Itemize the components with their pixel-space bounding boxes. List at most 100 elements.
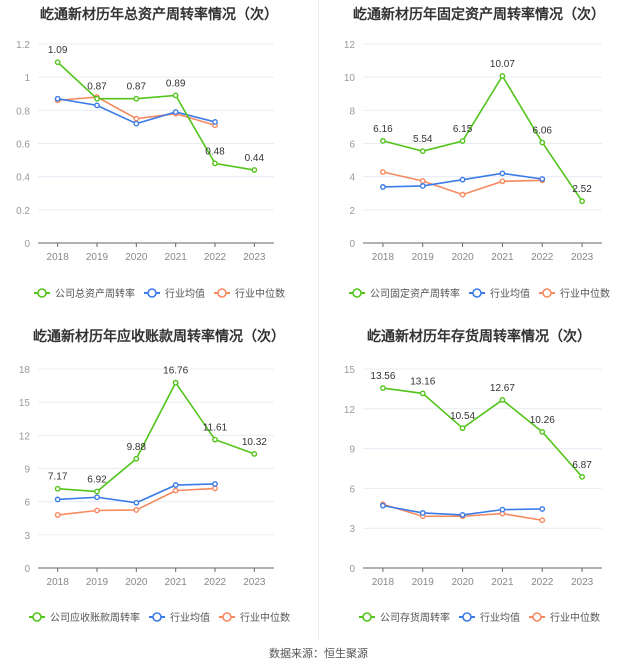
x-tick-label: 2023 (571, 252, 594, 263)
x-tick-label: 2022 (204, 252, 227, 263)
data-label: 6.15 (453, 124, 473, 135)
data-label: 6.06 (533, 126, 553, 137)
data-label: 10.07 (490, 59, 515, 70)
data-label: 0.87 (127, 82, 147, 93)
legend-marker-icon (37, 288, 47, 298)
legend-label: 行业均值 (490, 287, 530, 300)
legend-label: 行业中位数 (560, 287, 610, 300)
x-tick-label: 2020 (451, 577, 474, 588)
y-tick-label: 0 (349, 564, 355, 575)
data-label: 16.76 (163, 366, 188, 377)
chart-title: 屹通新材历年存货周转率情况（次） (367, 328, 591, 344)
series-line (382, 74, 583, 202)
legend-marker-icon (217, 288, 227, 298)
y-tick-label: 4 (349, 173, 355, 184)
x-tick-label: 2022 (531, 252, 554, 263)
x-tick-label: 2019 (86, 252, 109, 263)
data-point (419, 510, 426, 516)
data-point (380, 502, 386, 509)
chart-panel-fixed-asset-turnover: 屹通新材历年固定资产周转率情况（次） 0 2 4 6 8 10 12 2018 2019 2020… (320, 0, 637, 322)
x-tick-label: 2019 (412, 577, 435, 588)
y-tick-label: 2 (349, 206, 355, 217)
y-tick-label: 8 (349, 106, 355, 117)
data-point (133, 455, 140, 462)
x-tick-label: 2021 (491, 252, 514, 263)
data-point (54, 59, 61, 66)
x-tick-label: 2023 (571, 577, 594, 588)
data-label: 1.09 (48, 45, 68, 56)
y-tick-label: 15 (344, 365, 356, 376)
legend-item: 行业均值 (469, 287, 530, 300)
y-tick-label: 9 (349, 445, 355, 456)
y-tick-label: 0 (349, 239, 355, 250)
legend-item: 公司存货周转率 (359, 611, 450, 624)
y-tick-label: 0 (24, 239, 30, 250)
x-tick-label: 2020 (125, 252, 148, 263)
data-point (212, 481, 218, 487)
data-label: 6.92 (87, 474, 107, 485)
data-point (419, 148, 426, 155)
series-line (57, 61, 255, 171)
y-tick-label: 0.4 (16, 173, 30, 184)
data-label: 0.87 (87, 82, 107, 93)
data-point (499, 73, 506, 79)
data-point (380, 169, 386, 175)
data-point (539, 139, 546, 146)
series-line (382, 387, 583, 478)
data-label: 0.48 (205, 146, 225, 157)
series-line (57, 381, 255, 493)
legend-label: 行业均值 (165, 287, 205, 300)
x-tick-label: 2019 (86, 577, 109, 588)
legend-label: 公司总资产周转率 (55, 287, 135, 300)
data-point (54, 496, 61, 503)
legend-marker-icon (152, 612, 162, 622)
data-point (212, 160, 218, 167)
y-tick-label: 3 (24, 531, 30, 542)
data-point (539, 517, 546, 524)
data-label: 13.16 (410, 376, 435, 387)
y-tick-label: 12 (344, 40, 356, 51)
data-point (133, 120, 140, 127)
x-tick-label: 2023 (243, 577, 266, 588)
data-label: 12.67 (490, 383, 515, 394)
data-point (459, 191, 466, 198)
legend-item: 行业中位数 (539, 287, 610, 300)
y-tick-label: 6 (349, 140, 355, 151)
data-point (459, 138, 466, 144)
legend-marker-icon (362, 612, 372, 622)
data-point (380, 184, 386, 190)
data-label: 10.26 (530, 415, 555, 426)
legend-item: 公司应收账款周转率 (29, 611, 140, 624)
y-tick-label: 12 (19, 431, 31, 442)
data-point (539, 506, 546, 512)
data-point (579, 198, 585, 205)
data-point (380, 385, 386, 392)
data-point (419, 183, 426, 189)
legend-label: 公司存货周转率 (380, 611, 450, 624)
data-label: 6.16 (373, 124, 393, 135)
x-tick-label: 2020 (125, 577, 148, 588)
vertical-divider (318, 0, 319, 640)
data-point (94, 494, 100, 501)
x-tick-label: 2018 (47, 577, 70, 588)
legend-label: 公司应收账款周转率 (50, 611, 140, 624)
y-tick-label: 18 (19, 365, 31, 376)
data-label: 9.88 (127, 442, 147, 453)
legend-item: 公司总资产周转率 (34, 287, 135, 300)
legend-item: 行业均值 (459, 611, 520, 624)
x-tick-label: 2021 (165, 252, 188, 263)
legend-marker-icon (147, 288, 157, 298)
data-label: 7.17 (48, 472, 68, 483)
data-point (172, 379, 179, 386)
data-label: 0.89 (166, 78, 186, 89)
data-point (172, 109, 179, 115)
y-tick-label: 9 (24, 465, 30, 476)
data-point (499, 397, 506, 403)
legend-label: 行业中位数 (235, 287, 285, 300)
data-point (380, 137, 386, 144)
legend-label: 行业均值 (480, 611, 520, 624)
legend-marker-icon (462, 612, 472, 622)
legend-label: 行业中位数 (240, 611, 290, 624)
data-point (499, 506, 506, 513)
